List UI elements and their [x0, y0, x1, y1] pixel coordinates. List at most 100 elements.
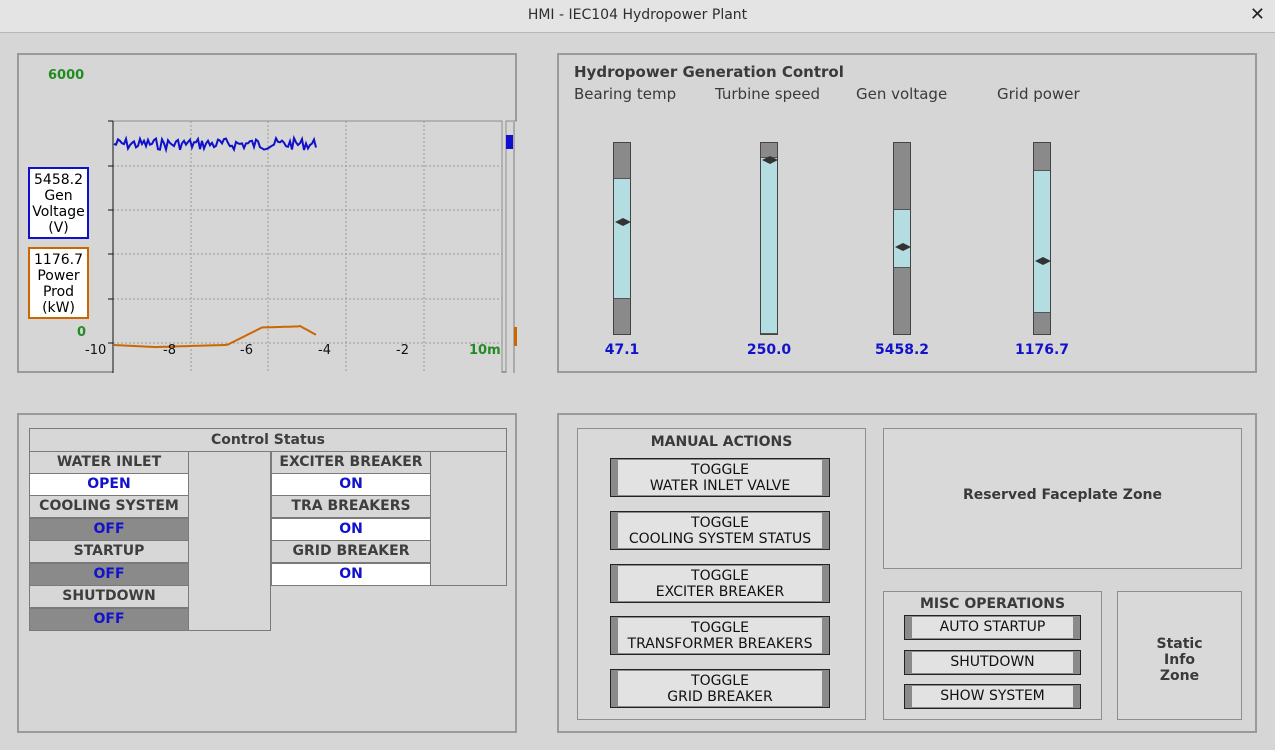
generation-control-panel: Hydropower Generation Control Bearing te…: [557, 53, 1257, 373]
x-tick-label: -2: [396, 343, 409, 358]
shutdown-status: OFF: [29, 608, 189, 631]
gen-voltage-label-2: Voltage: [32, 204, 85, 220]
gen-voltage-value-box: 5458.2 Gen Voltage (V): [28, 167, 89, 239]
x-tick-label: -8: [163, 343, 176, 358]
y-ticks: [108, 120, 113, 344]
status-left-column-bg: [188, 451, 271, 631]
misc-operations-title: MISC OPERATIONS: [919, 596, 1066, 612]
manual-actions-faceplate: MANUAL ACTIONS TOGGLE WATER INLET VALVE T…: [577, 428, 866, 720]
gauge-label-gen-voltage: Gen voltage: [856, 85, 948, 103]
button-label-line-2: EXCITER BREAKER: [655, 584, 785, 600]
cooling-system-status: OFF: [29, 518, 189, 541]
generation-control-title: Hydropower Generation Control: [574, 63, 844, 81]
button-label-line-1: TOGGLE: [691, 515, 749, 531]
button-label-line-2: WATER INLET VALVE: [649, 478, 791, 494]
bearing-temp-value: 47.1: [604, 342, 640, 358]
power-prod-label-3: (kW): [42, 300, 75, 316]
power-scroll-marker: [514, 327, 517, 346]
toggle-transformer-breakers-button[interactable]: TOGGLE TRANSFORMER BREAKERS: [610, 616, 830, 655]
power-prod-value-box: 1176.7 Power Prod (kW): [28, 247, 89, 319]
static-info-label: Static Info Zone: [1118, 636, 1241, 684]
x-tick-label: -4: [318, 343, 331, 358]
gen-voltage-range-band: [894, 209, 910, 268]
bearing-temp-range-band: [614, 178, 630, 299]
power-trend-line: [113, 324, 317, 349]
y-max-label: 6000: [48, 68, 85, 83]
y-min-label: 0: [77, 325, 87, 340]
button-label-line-1: TOGGLE: [691, 673, 749, 689]
static-info-zone: Static Info Zone: [1117, 591, 1242, 720]
bearing-temp-indicator-icon: [615, 218, 631, 226]
toggle-exciter-breaker-button[interactable]: TOGGLE EXCITER BREAKER: [610, 564, 830, 603]
button-label-line-2: GRID BREAKER: [667, 689, 773, 705]
button-label-line-1: TOGGLE: [691, 462, 749, 478]
toggle-grid-breaker-button[interactable]: TOGGLE GRID BREAKER: [610, 669, 830, 708]
button-face: TOGGLE WATER INLET VALVE: [618, 460, 822, 495]
control-status-panel: Control Status WATER INLET OPEN COOLING …: [17, 413, 517, 733]
grid-power-range-band: [1034, 170, 1050, 313]
x-tick-label: -6: [240, 343, 253, 358]
grid-breaker-label: GRID BREAKER: [271, 540, 431, 563]
actions-panel: MANUAL ACTIONS TOGGLE WATER INLET VALVE T…: [557, 413, 1257, 733]
gen-voltage-label-1: Gen: [44, 188, 73, 204]
turbine-speed-value: 250.0: [746, 342, 792, 358]
startup-status: OFF: [29, 563, 189, 586]
window-titlebar: HMI - IEC104 Hydropower Plant ✕: [0, 0, 1275, 33]
x-tick-label: -10: [85, 343, 107, 358]
gen-voltage-indicator-icon: [895, 243, 911, 251]
manual-actions-title: MANUAL ACTIONS: [650, 434, 793, 450]
show-system-button[interactable]: SHOW SYSTEM: [904, 684, 1081, 709]
water-inlet-label: WATER INLET: [29, 451, 189, 474]
grid-breaker-status: ON: [271, 563, 431, 586]
misc-operations-faceplate: MISC OPERATIONS AUTO STARTUP SHUTDOWN SH…: [883, 591, 1102, 720]
trend-plot: [108, 120, 517, 373]
static-info-line-3: Zone: [1159, 668, 1200, 684]
gen-voltage-label-3: (V): [48, 220, 69, 236]
power-prod-value: 1176.7: [34, 252, 83, 268]
grid-power-indicator-icon: [1035, 257, 1051, 265]
power-prod-label-2: Prod: [42, 284, 75, 300]
window-title: HMI - IEC104 Hydropower Plant: [527, 7, 748, 23]
status-right-column-bg: [430, 451, 507, 586]
static-info-line-2: Info: [1164, 652, 1195, 668]
exciter-breaker-label: EXCITER BREAKER: [271, 451, 431, 474]
gen-voltage-value: 5458.2: [34, 172, 83, 188]
water-inlet-status: OPEN: [29, 473, 189, 496]
gen-voltage-value-label: 5458.2: [874, 342, 930, 358]
exciter-breaker-status: ON: [271, 473, 431, 496]
reserved-faceplate-zone: Reserved Faceplate Zone: [883, 428, 1242, 569]
trend-scroll-inner: [513, 121, 515, 373]
auto-startup-label: AUTO STARTUP: [912, 617, 1073, 638]
x-end-label: 10m: [469, 343, 501, 358]
shutdown-label: SHUTDOWN: [29, 585, 189, 608]
close-icon[interactable]: ✕: [1249, 4, 1265, 25]
startup-label: STARTUP: [29, 540, 189, 563]
button-face: TOGGLE TRANSFORMER BREAKERS: [618, 618, 822, 653]
button-face: TOGGLE COOLING SYSTEM STATUS: [618, 513, 822, 548]
power-prod-label-1: Power: [37, 268, 80, 284]
button-label-line-1: TOGGLE: [691, 620, 749, 636]
gauge-label-grid-power: Grid power: [997, 85, 1080, 103]
turbine-speed-gauge: [760, 142, 778, 335]
reserved-zone-label: Reserved Faceplate Zone: [962, 487, 1163, 503]
toggle-cooling-system-button[interactable]: TOGGLE COOLING SYSTEM STATUS: [610, 511, 830, 550]
auto-startup-button[interactable]: AUTO STARTUP: [904, 615, 1081, 640]
toggle-water-inlet-valve-button[interactable]: TOGGLE WATER INLET VALVE: [610, 458, 830, 497]
button-face: TOGGLE GRID BREAKER: [618, 671, 822, 706]
button-label-line-2: TRANSFORMER BREAKERS: [627, 636, 813, 652]
gen-voltage-gauge: [893, 142, 911, 335]
trend-panel: 6000 0 5458.2 Gen Voltage (V) 1176.7 Pow…: [17, 53, 517, 373]
grid-power-gauge: [1033, 142, 1051, 335]
tra-breakers-status: ON: [271, 518, 431, 541]
turbine-speed-range-band: [761, 157, 777, 334]
turbine-speed-indicator-icon: [762, 156, 778, 164]
gauge-label-turbine-speed: Turbine speed: [715, 85, 821, 103]
shutdown-button[interactable]: SHUTDOWN: [904, 650, 1081, 675]
grid-lines: [113, 121, 502, 373]
voltage-scroll-marker: [506, 135, 513, 149]
voltage-trend-line: [113, 134, 317, 154]
button-label-line-2: COOLING SYSTEM STATUS: [628, 531, 812, 547]
button-face: TOGGLE EXCITER BREAKER: [618, 566, 822, 601]
static-info-line-1: Static: [1156, 636, 1203, 652]
cooling-system-label: COOLING SYSTEM: [29, 495, 189, 518]
